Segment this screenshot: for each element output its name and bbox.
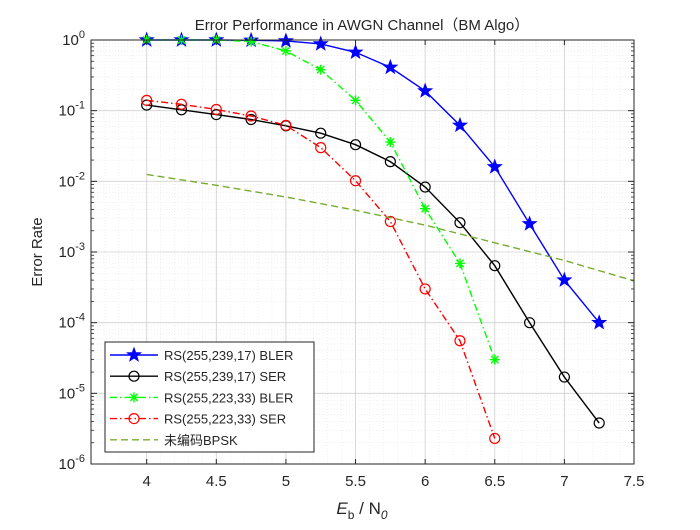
asterisk-marker bbox=[129, 392, 139, 403]
x-tick-label: 5.5 bbox=[345, 473, 366, 490]
legend-entry: RS(255,239,17) SER bbox=[110, 369, 286, 384]
series-line bbox=[146, 99, 496, 439]
series-line bbox=[146, 173, 635, 282]
circle-marker bbox=[454, 335, 466, 347]
star-marker bbox=[486, 158, 503, 174]
circle-marker bbox=[593, 417, 605, 429]
asterisk-marker bbox=[420, 203, 431, 214]
x-tick-label: 6.5 bbox=[484, 473, 505, 490]
circle-marker bbox=[210, 103, 222, 116]
series-layer bbox=[138, 31, 635, 445]
asterisk-marker bbox=[246, 36, 257, 47]
axis-ticks bbox=[91, 39, 635, 465]
y-tick-label: 10-3 bbox=[59, 241, 85, 261]
star-marker bbox=[451, 116, 469, 133]
legend-entry: RS(255,239,17) BLER bbox=[110, 346, 293, 363]
circle-marker bbox=[489, 260, 501, 272]
star-marker bbox=[521, 215, 538, 231]
x-axis-label: Eb / N0 bbox=[336, 499, 387, 522]
star-marker bbox=[382, 58, 399, 75]
y-tick-label: 100 bbox=[62, 29, 85, 49]
y-tick-label: 10-1 bbox=[59, 100, 85, 120]
x-axis-label-main: E bbox=[336, 499, 348, 518]
legend-entries: RS(255,239,17) BLER RS(255,239,17) SER RS(… bbox=[110, 346, 293, 448]
asterisk-marker bbox=[280, 45, 291, 56]
circle-marker bbox=[315, 142, 327, 154]
circle-marker bbox=[384, 156, 396, 168]
y-tick-label: 10-5 bbox=[59, 382, 85, 402]
chart-title: Error Performance in AWGN Channel（BM Alg… bbox=[195, 17, 530, 34]
series-5 bbox=[146, 173, 635, 282]
asterisk-marker bbox=[454, 258, 465, 269]
y-axis-label: Error Rate bbox=[29, 217, 46, 286]
circle-marker bbox=[141, 94, 153, 106]
legend-label: RS(255,223,33) SER bbox=[164, 412, 286, 427]
circle-marker bbox=[489, 432, 501, 445]
circle-marker bbox=[245, 113, 257, 126]
circle-marker bbox=[210, 108, 222, 121]
asterisk-marker bbox=[489, 354, 500, 365]
x-axis-label-sub1: b bbox=[348, 508, 355, 522]
circle-marker bbox=[349, 175, 362, 187]
y-tick-label: 10-2 bbox=[59, 170, 85, 190]
star-marker bbox=[591, 314, 608, 330]
circle-marker bbox=[128, 413, 140, 425]
y-tick-label: 10-4 bbox=[59, 312, 85, 332]
circle-marker bbox=[419, 283, 431, 295]
y-tick-labels: 100 10-1 10-2 10-3 10-4 10-5 10-6 bbox=[59, 29, 85, 473]
circle-marker bbox=[141, 99, 153, 111]
series-4 bbox=[141, 94, 501, 445]
x-tick-label: 4.5 bbox=[206, 473, 227, 490]
legend-label: 未编码BPSK bbox=[164, 433, 238, 448]
legend-label: RS(255,239,17) BLER bbox=[164, 348, 293, 363]
circle-marker bbox=[558, 371, 570, 383]
circle-marker bbox=[175, 98, 188, 110]
star-marker bbox=[312, 35, 329, 51]
legend: RS(255,239,17) BLER RS(255,239,17) SER RS(… bbox=[104, 341, 315, 453]
circle-marker bbox=[315, 127, 327, 139]
circle-marker bbox=[349, 139, 362, 151]
y-tick-label: 10-6 bbox=[59, 453, 85, 473]
circle-marker bbox=[454, 217, 466, 229]
star-marker bbox=[347, 43, 364, 60]
circle-marker bbox=[245, 110, 257, 122]
star-marker bbox=[556, 271, 573, 287]
x-axis-label-mid: / N bbox=[354, 499, 380, 518]
circle-marker bbox=[523, 317, 536, 329]
series-line bbox=[146, 104, 600, 424]
x-tick-label: 7.5 bbox=[624, 473, 645, 490]
x-tick-labels: 4 4.5 5 5.5 6 6.5 7 7.5 bbox=[143, 473, 645, 490]
legend-entry: 未编码BPSK bbox=[110, 433, 238, 448]
legend-entry: RS(255,223,33) SER bbox=[110, 412, 286, 427]
legend-label: RS(255,239,17) SER bbox=[164, 369, 286, 384]
x-tick-label: 4 bbox=[143, 473, 151, 490]
legend-label: RS(255,223,33) BLER bbox=[164, 390, 293, 405]
legend-entry: RS(255,223,33) BLER bbox=[110, 390, 293, 405]
x-tick-label: 7 bbox=[560, 473, 568, 490]
star-marker bbox=[417, 82, 434, 98]
circle-marker bbox=[128, 370, 140, 382]
x-tick-label: 5 bbox=[282, 473, 290, 490]
x-axis-label-sub2: 0 bbox=[381, 508, 388, 522]
asterisk-marker bbox=[315, 64, 326, 75]
circle-marker bbox=[280, 119, 292, 131]
star-marker bbox=[125, 346, 143, 362]
x-tick-label: 6 bbox=[421, 473, 429, 490]
circle-marker bbox=[384, 215, 396, 228]
circle-marker bbox=[419, 181, 431, 193]
asterisk-marker bbox=[385, 137, 396, 148]
asterisk-marker bbox=[350, 95, 361, 106]
